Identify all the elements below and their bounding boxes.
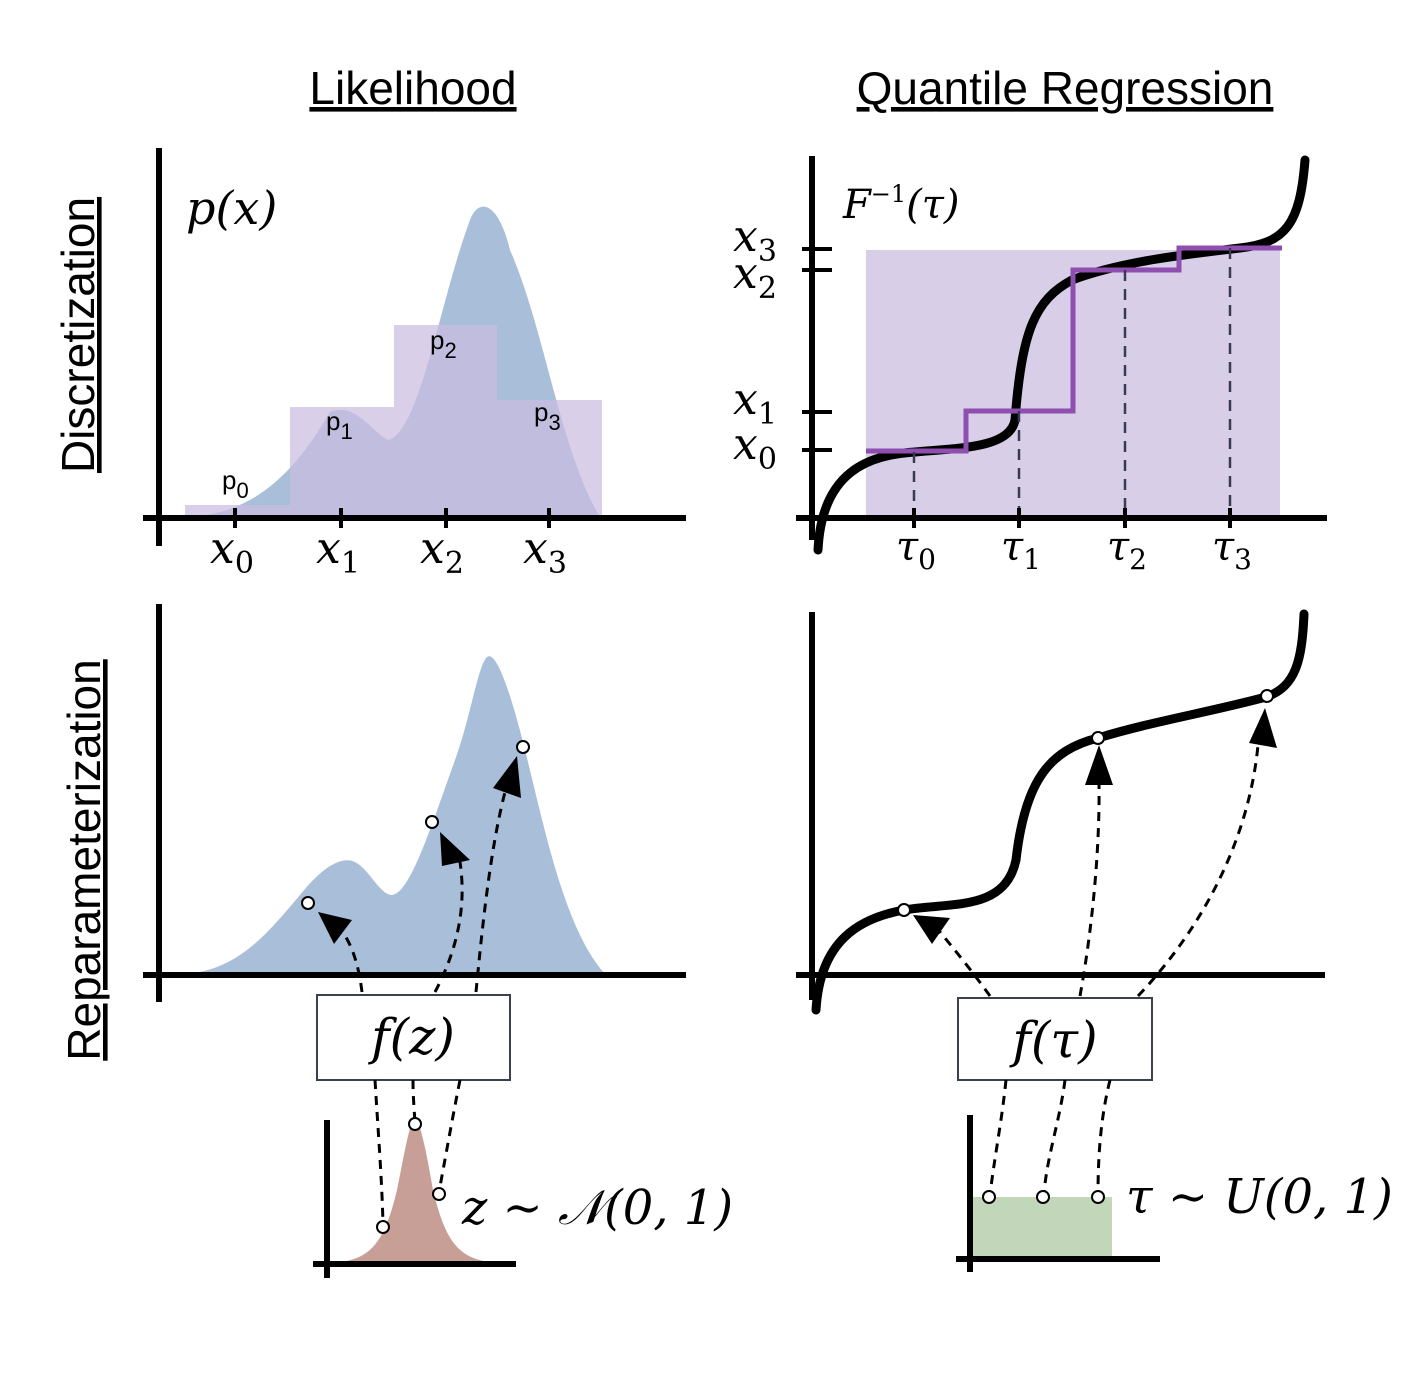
uniform-distribution-area [972,1197,1112,1260]
sample-point-1 [897,903,911,917]
sample-arrow-3 [474,791,507,993]
base-sample-1 [982,1190,996,1204]
sample-arrow-2 [433,861,464,993]
panel-discretization-likelihood: p(x) x0 x1 x2 x3 p0 p1 p2 p3 [143,148,686,581]
x-tick-label-tau2: τ2 [1107,524,1147,576]
sample-arrow-3 [1136,744,1260,998]
x-tick-label-3: x3 [523,523,567,581]
x-tick-label-0: x0 [210,523,254,581]
bin-p1 [290,407,394,517]
y-tick-label-x1: x1 [733,374,777,432]
x-tick-label-tau1: τ1 [1001,524,1041,576]
sample-arrow-1 [938,931,992,997]
y-tick-label-x2: x2 [733,248,777,306]
x-tick-label-2: x2 [420,523,464,581]
panel-discretization-quantile: F−1(τ) x3 x2 x1 x0 τ0 τ1 τ2 τ3 [733,155,1327,576]
quantile-step-function [866,245,1282,454]
base-sample-3 [1091,1190,1105,1204]
transform-box-f-z [316,994,511,1081]
quantile-function-label: F−1(τ) [842,180,960,228]
bin-p2 [394,325,497,517]
base-sample-3 [432,1187,446,1201]
column-title-likelihood: Likelihood [309,62,516,114]
sample-point-2 [1091,731,1105,745]
quantile-function-curve [811,609,1309,1015]
column-title-quantile-regression: Quantile Regression [857,62,1274,114]
bin-label-p2: p2 [430,325,457,363]
y-tick-label-x3: x3 [733,211,777,269]
x-tick-label-tau3: τ3 [1212,524,1252,576]
arrowhead-1 [318,912,352,944]
transform-label-f-z: f(z) [367,1008,455,1066]
row-title-discretization: Discretization [52,197,104,473]
bin-label-p1: p1 [326,406,353,444]
bin-p3 [497,400,602,517]
base-link-3 [437,1079,462,1193]
base-link-2 [411,1079,417,1123]
x-tick-label-1: x1 [316,523,360,581]
bin-label-p0: p0 [222,465,249,503]
arrowhead-3 [493,756,521,798]
normal-distribution-label: z ∼ 𝒩(0, 1) [461,1180,733,1236]
base-link-1 [373,1079,385,1226]
uniform-distribution-label: τ ∼ U(0, 1) [1126,1169,1393,1225]
sample-point-1 [301,896,315,910]
panel-reparam-likelihood: f(z) z ∼ 𝒩(0, 1) [143,604,733,1278]
base-link-2 [1042,1079,1067,1196]
base-link-1 [988,1079,1008,1196]
sample-point-3 [1260,689,1274,703]
density-label: p(x) [186,181,277,235]
density-area [185,656,605,974]
arrowhead-3 [1249,708,1277,748]
sample-arrow-2 [1078,781,1101,997]
arrowhead-2 [1085,745,1113,785]
normal-distribution-area [340,1120,490,1262]
sample-point-2 [425,815,439,829]
sample-point-3 [516,740,530,754]
bin-label-p3: p3 [534,397,561,435]
row-title-reparameterization: Reparameterization [58,659,110,1060]
base-sample-2 [1036,1190,1050,1204]
arrowhead-1 [913,915,950,944]
arrowhead-2 [440,832,470,866]
x-tick-label-tau0: τ0 [896,524,936,576]
bin-p0 [185,505,290,517]
base-sample-1 [376,1220,390,1234]
y-tick-label-x0: x0 [733,419,777,477]
base-sample-2 [408,1117,422,1131]
panel-reparam-quantile: f(τ) τ ∼ U(0, 1) [796,609,1393,1272]
transform-label-f-tau: f(τ) [1008,1011,1097,1069]
transform-box-f-tau [957,997,1153,1081]
base-link-3 [1096,1079,1112,1196]
